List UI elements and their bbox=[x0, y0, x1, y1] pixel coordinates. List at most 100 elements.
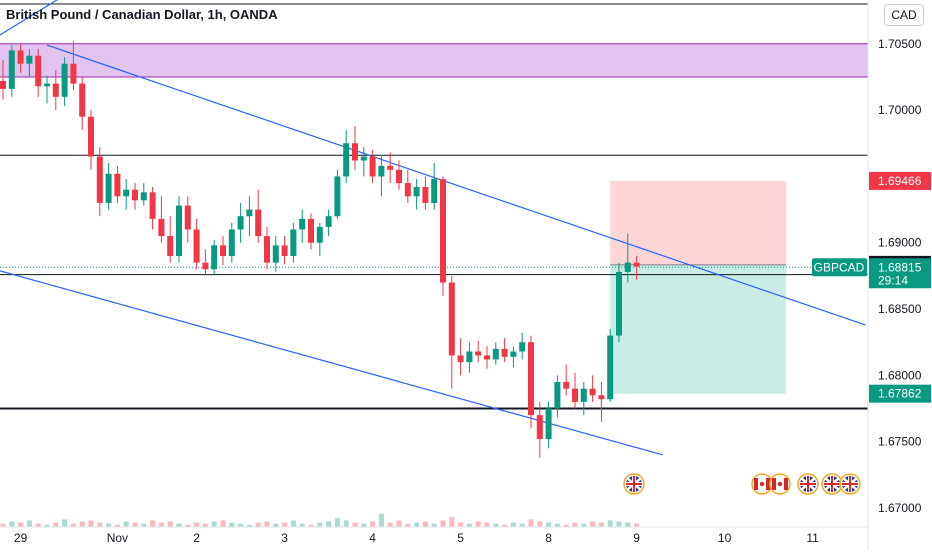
candle bbox=[264, 226, 270, 270]
price-axis-label-bg bbox=[869, 384, 931, 403]
volume-bar bbox=[176, 523, 182, 527]
candle-body bbox=[633, 262, 640, 267]
volume-bar bbox=[308, 524, 314, 527]
candle bbox=[343, 130, 350, 184]
candle bbox=[589, 375, 596, 402]
candle-body bbox=[264, 236, 270, 263]
y-tick-label: 1.70500 bbox=[878, 37, 922, 51]
volume-bar bbox=[299, 523, 305, 527]
candle bbox=[457, 338, 464, 376]
volume-bar bbox=[370, 521, 376, 527]
candle-body bbox=[0, 80, 6, 89]
volume-bar bbox=[53, 522, 59, 527]
currency-button[interactable]: CAD bbox=[884, 4, 924, 26]
candle bbox=[387, 152, 394, 184]
volume-bar bbox=[590, 521, 596, 527]
volume-bar bbox=[26, 520, 32, 527]
candle bbox=[422, 176, 429, 210]
candle bbox=[484, 346, 490, 369]
x-tick-label: 8 bbox=[545, 531, 552, 545]
candle-body bbox=[246, 209, 253, 217]
volume-bar bbox=[220, 520, 226, 527]
volume-bar bbox=[317, 522, 323, 527]
candle-body bbox=[281, 245, 288, 256]
volume-bar bbox=[634, 523, 640, 527]
x-tick-label: 4 bbox=[369, 531, 376, 545]
price-axis-label-bg bbox=[869, 171, 931, 190]
volume-bar bbox=[537, 521, 543, 527]
candle-body bbox=[220, 245, 226, 256]
volume-bar bbox=[352, 522, 358, 527]
candle bbox=[184, 196, 191, 243]
canada-flag-icon[interactable] bbox=[751, 473, 773, 495]
canada-flag-icon[interactable] bbox=[769, 473, 791, 495]
candle-body bbox=[422, 187, 429, 203]
volume-bar bbox=[554, 523, 560, 527]
price-axis-label: 1.69466 bbox=[878, 174, 922, 188]
uk-flag-icon[interactable] bbox=[839, 473, 861, 495]
y-tick-label: 1.67500 bbox=[878, 435, 922, 449]
volume-bar bbox=[625, 522, 631, 527]
chart-title: British Pound / Canadian Dollar, 1h, OAN… bbox=[6, 7, 278, 22]
volume-bar bbox=[202, 523, 208, 527]
y-tick-label: 1.67000 bbox=[878, 501, 922, 515]
candle bbox=[114, 165, 121, 203]
candle-body bbox=[193, 229, 200, 263]
x-tick-label: 3 bbox=[281, 531, 288, 545]
candle-body bbox=[484, 355, 490, 360]
volume-bar bbox=[0, 523, 6, 527]
candle-body bbox=[528, 342, 534, 416]
volume-bar bbox=[387, 522, 393, 527]
candle bbox=[360, 147, 367, 177]
volume-bar bbox=[466, 523, 472, 527]
candle-body bbox=[396, 169, 402, 184]
candle-body bbox=[607, 335, 614, 400]
candle bbox=[193, 218, 200, 270]
candle-body bbox=[105, 173, 112, 203]
candle-body bbox=[167, 236, 174, 256]
uk-flag-icon[interactable] bbox=[797, 473, 819, 495]
candle-body bbox=[466, 351, 473, 363]
candle-body bbox=[44, 83, 50, 87]
candle bbox=[616, 262, 622, 343]
candle bbox=[510, 346, 517, 368]
candle-body bbox=[378, 165, 385, 177]
volume-bar bbox=[167, 521, 173, 527]
candle-body bbox=[404, 183, 411, 197]
candle bbox=[316, 222, 323, 256]
candle-body bbox=[457, 355, 464, 363]
candle bbox=[369, 149, 376, 184]
volume-bar bbox=[581, 523, 587, 527]
candle-body bbox=[448, 282, 455, 356]
candle-body bbox=[475, 351, 482, 356]
volume-bar bbox=[361, 523, 367, 527]
volume-bar bbox=[422, 521, 428, 527]
volume-bar bbox=[334, 518, 340, 527]
take-profit-zone bbox=[610, 264, 787, 394]
volume-layer bbox=[0, 513, 640, 527]
volume-bar bbox=[18, 522, 24, 527]
volume-bar bbox=[44, 524, 50, 527]
volume-bar bbox=[502, 524, 508, 527]
candle-body bbox=[114, 173, 121, 197]
candle-body bbox=[70, 63, 77, 84]
candle-body bbox=[299, 218, 306, 230]
candle bbox=[167, 216, 174, 263]
resistance-zone-layer bbox=[0, 43, 868, 78]
uk-flag-icon[interactable] bbox=[623, 473, 645, 495]
last-price-label-bg bbox=[869, 258, 931, 289]
candle-body bbox=[572, 388, 578, 402]
candle bbox=[123, 179, 130, 210]
candle bbox=[501, 338, 508, 363]
uk-flag-icon[interactable] bbox=[821, 473, 843, 495]
candle bbox=[61, 57, 68, 107]
volume-bar bbox=[9, 521, 15, 527]
candle bbox=[519, 332, 526, 360]
candle-body bbox=[369, 156, 376, 177]
volume-bar bbox=[493, 523, 499, 527]
volume-bar bbox=[229, 522, 235, 527]
volume-bar bbox=[150, 520, 156, 527]
candle-body bbox=[413, 187, 420, 197]
